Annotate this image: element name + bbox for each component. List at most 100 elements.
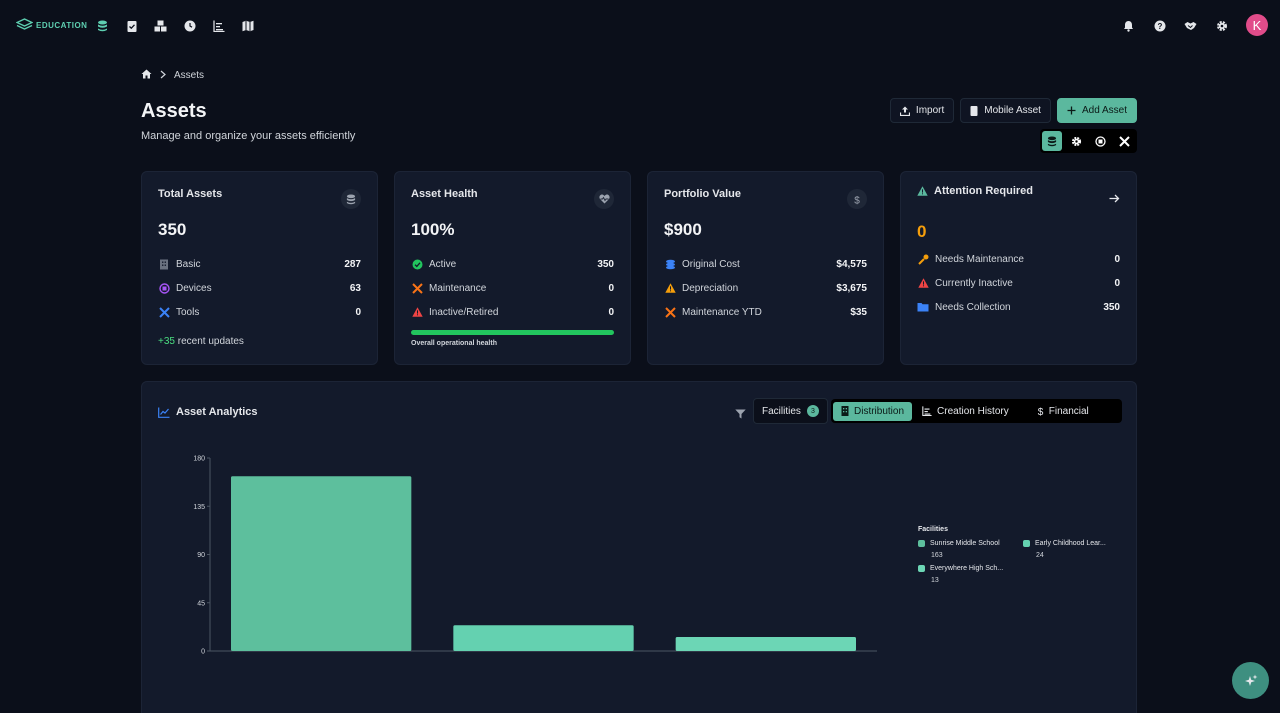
attention-title-row: Attention Required — [917, 185, 1120, 197]
legend-item[interactable]: Everywhere High Sch... 13 — [918, 565, 1023, 584]
facilities-filter-button[interactable]: Facilities 3 — [753, 398, 828, 424]
row-value: 350 — [1103, 301, 1120, 313]
recent-updates-count: +35 — [158, 336, 175, 347]
y-tick-label: 90 — [197, 552, 205, 559]
line-chart-icon — [158, 407, 170, 418]
row-value: $4,575 — [836, 258, 867, 270]
svg-text:?: ? — [1157, 22, 1162, 31]
asset-analytics-panel: Asset Analytics Facilities 3 Distributio… — [141, 381, 1137, 713]
health-progress-fill — [411, 330, 614, 335]
asset-type-toggle — [1040, 129, 1137, 153]
legend-swatch — [918, 540, 925, 547]
building-icon — [158, 258, 170, 270]
warning-icon — [917, 186, 928, 196]
clock-icon[interactable] — [183, 19, 196, 32]
filter-icon[interactable] — [735, 406, 746, 424]
row-label: Needs Collection — [935, 301, 1011, 313]
warning-icon — [917, 277, 929, 289]
map-icon[interactable] — [241, 19, 254, 32]
user-avatar[interactable]: K — [1246, 14, 1268, 36]
legend-label: Everywhere High Sch... — [930, 565, 1004, 572]
legend-title: Facilities — [918, 526, 948, 533]
mobile-icon — [970, 105, 978, 116]
tab-label: Financial — [1048, 405, 1089, 417]
portfolio-row-maintenance-ytd: Maintenance YTD $35 — [664, 300, 867, 324]
total-row-devices: Devices 63 — [158, 276, 361, 300]
portfolio-row-depreciation: Depreciation $3,675 — [664, 276, 867, 300]
tools-toggle[interactable] — [1114, 131, 1134, 151]
tools-icon — [411, 282, 423, 294]
tools-icon — [1118, 135, 1130, 147]
row-label: Inactive/Retired — [429, 306, 499, 318]
row-label: Basic — [176, 258, 201, 270]
portfolio-row-original-cost: Original Cost $4,575 — [664, 252, 867, 276]
sparkles-icon — [1244, 674, 1257, 686]
breadcrumb: Assets — [141, 69, 204, 82]
legend-swatch — [1023, 540, 1030, 547]
row-value: 0 — [1114, 277, 1120, 289]
attention-row-needs-maintenance: Needs Maintenance 0 — [917, 247, 1120, 271]
row-label: Tools — [176, 306, 200, 318]
coins-icon — [664, 258, 676, 270]
database-icon — [1047, 136, 1057, 146]
chart-bar — [231, 476, 412, 651]
facilities-filter-count: 3 — [806, 405, 819, 417]
legend-swatch — [918, 565, 925, 572]
row-label: Maintenance YTD — [682, 306, 762, 318]
row-label: Devices — [176, 282, 212, 294]
attention-row-currently-inactive: Currently Inactive 0 — [917, 271, 1120, 295]
tab-creation-history[interactable]: Creation History — [914, 402, 1017, 421]
health-row-maintenance: Maintenance 0 — [411, 276, 614, 300]
analytics-title-row: Asset Analytics — [158, 406, 258, 418]
chart-bar — [675, 637, 856, 651]
card-title: Asset Health — [411, 188, 478, 200]
devices-toggle[interactable] — [1090, 131, 1110, 151]
tab-label: Creation History — [937, 405, 1009, 417]
row-label: Currently Inactive — [935, 277, 1013, 289]
page-title: Assets — [141, 100, 207, 122]
health-progress-label: Overall operational health — [411, 340, 497, 347]
import-button[interactable]: Import — [889, 98, 955, 123]
card-title: Attention Required — [934, 185, 1033, 197]
row-value: 0 — [355, 306, 361, 318]
tab-distribution[interactable]: Distribution — [833, 401, 913, 421]
add-asset-button[interactable]: Add Asset — [1056, 98, 1137, 123]
total-row-basic: Basic 287 — [158, 252, 361, 276]
tab-financial[interactable]: $ Financial — [1019, 402, 1097, 421]
legend-item[interactable]: Sunrise Middle School 163 — [918, 540, 1023, 559]
brand-logo[interactable]: EDUCATION — [16, 18, 87, 32]
help-icon[interactable]: ? — [1153, 19, 1166, 32]
top-bar: EDUCATION ? K — [0, 0, 1280, 52]
basic-assets-toggle[interactable] — [1066, 131, 1086, 151]
bell-icon[interactable] — [1122, 19, 1135, 32]
row-value: 0 — [1114, 253, 1120, 265]
chart-legend: Facilities Sunrise Middle School 163 Ear… — [918, 526, 1128, 590]
legend-label: Early Childhood Lear... — [1035, 540, 1106, 547]
home-icon[interactable] — [141, 69, 152, 82]
legend-value: 163 — [931, 552, 943, 559]
y-tick-label: 45 — [197, 600, 205, 607]
add-asset-button-label: Add Asset — [1081, 105, 1127, 116]
attention-row-needs-collection: Needs Collection 350 — [917, 295, 1120, 319]
database-icon[interactable] — [96, 19, 109, 32]
mobile-asset-button[interactable]: Mobile Asset — [960, 98, 1051, 123]
all-assets-toggle[interactable] — [1042, 131, 1062, 151]
portfolio-value-card: Portfolio Value $ $900 Original Cost $4,… — [647, 171, 884, 365]
y-tick-label: 180 — [193, 456, 205, 463]
attention-required-card[interactable]: Attention Required 0 Needs Maintenance 0… — [900, 171, 1137, 365]
ai-assistant-button[interactable] — [1232, 662, 1269, 699]
handshake-icon[interactable] — [1184, 19, 1197, 32]
warning-icon — [664, 282, 676, 294]
list-chart-icon[interactable] — [212, 19, 225, 32]
distribution-bar-chart: 0 45 90 135 180 — [193, 456, 877, 656]
arrow-right-icon[interactable] — [1109, 190, 1120, 208]
recent-updates: +35 recent updates — [158, 336, 244, 347]
folder-icon — [917, 301, 929, 313]
row-value: 0 — [608, 306, 614, 318]
legend-item[interactable]: Early Childhood Lear... 24 — [1023, 540, 1128, 559]
boxes-icon[interactable] — [154, 19, 167, 32]
clipboard-check-icon[interactable] — [125, 19, 138, 32]
row-label: Maintenance — [429, 282, 487, 294]
gear-icon[interactable] — [1215, 19, 1228, 32]
chevron-right-icon — [160, 70, 166, 82]
